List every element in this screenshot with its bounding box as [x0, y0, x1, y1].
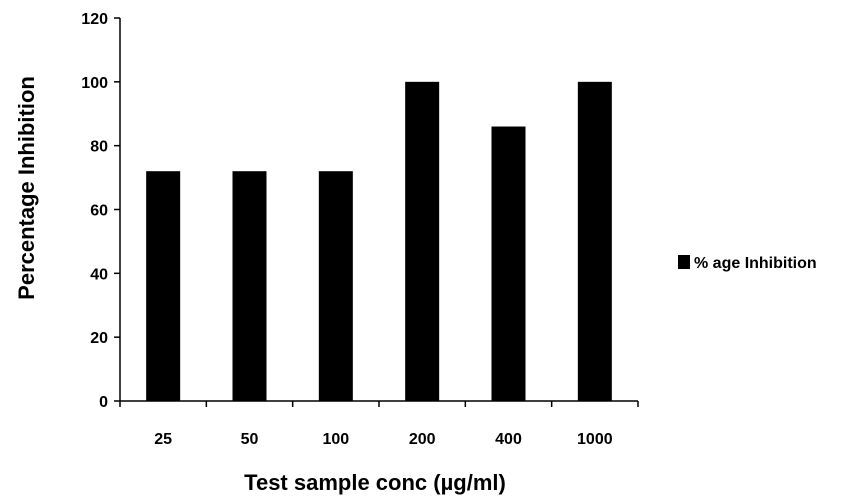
x-axis: 25 50 100 200 400 1000: [119, 400, 639, 448]
bar: [146, 171, 181, 401]
legend: % age Inhibition: [678, 255, 817, 272]
x-tick-label: 200: [409, 431, 436, 448]
y-tick-label: 60: [90, 203, 108, 220]
bars: [146, 81, 612, 402]
legend-swatch: [678, 255, 690, 269]
x-tick-label: 25: [154, 431, 172, 448]
y-tick-label: 120: [81, 11, 108, 28]
x-tick-label: 100: [322, 431, 349, 448]
x-tick-label: 1000: [577, 431, 613, 448]
y-tick-label: 40: [90, 266, 108, 283]
legend-label: % age Inhibition: [694, 255, 817, 272]
y-tick-label: 0: [99, 394, 108, 411]
y-tick-label: 80: [90, 139, 108, 156]
bar: [491, 126, 526, 402]
bar: [232, 171, 267, 401]
x-axis-title: Test sample conc (µg/ml): [244, 470, 506, 495]
y-tick-label: 20: [90, 330, 108, 347]
bar: [318, 171, 353, 401]
y-axis: 0 20 40 60 80 100 120: [81, 11, 121, 411]
bar: [405, 81, 440, 401]
y-axis-title: Percentage Inhibition: [14, 76, 39, 300]
y-tick-label: 100: [81, 75, 108, 92]
bar: [577, 81, 612, 401]
x-tick-label: 400: [495, 431, 522, 448]
x-tick-label: 50: [241, 431, 259, 448]
